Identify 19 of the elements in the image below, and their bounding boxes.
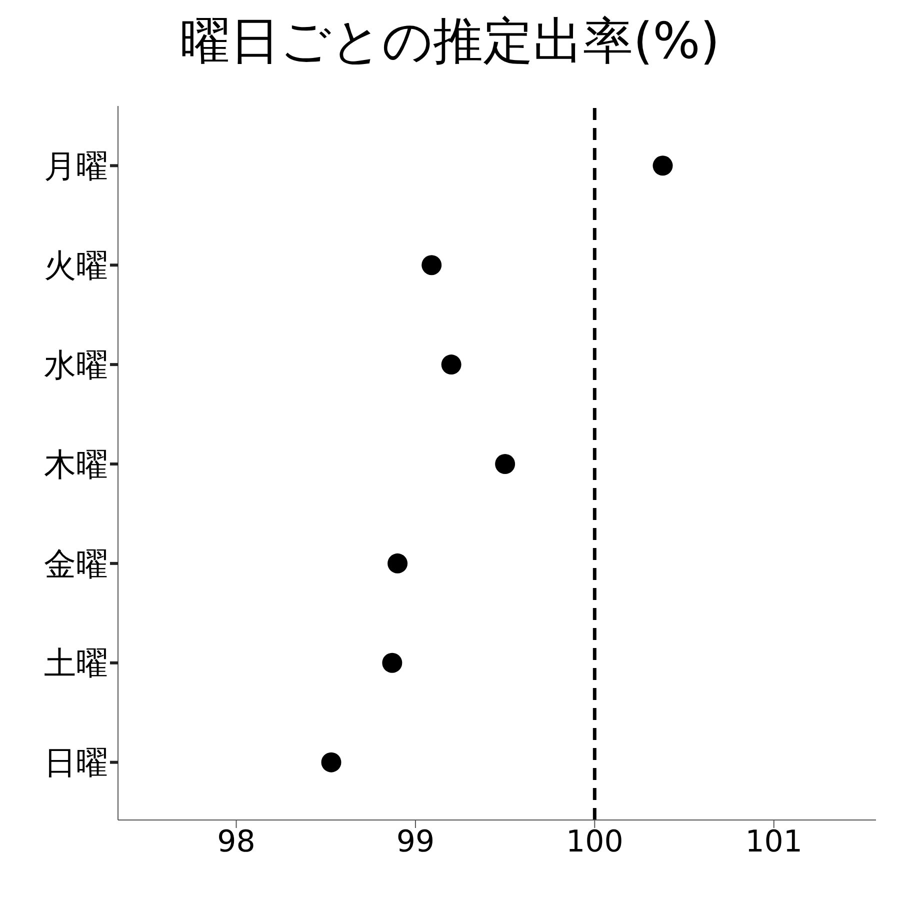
y-tick-label: 金曜	[44, 544, 108, 583]
y-tick-label: 月曜	[44, 147, 108, 186]
chart-title: 曜日ごとの推定出率(%)	[179, 11, 721, 72]
point	[441, 354, 462, 375]
x-tick-label: 100	[566, 824, 624, 860]
x-tick-label: 99	[396, 824, 435, 860]
x-tick-label: 98	[217, 824, 256, 860]
point	[422, 255, 442, 276]
point	[495, 454, 516, 474]
point	[652, 156, 673, 176]
y-tick-label: 水曜	[44, 346, 108, 384]
y-tick-label: 木曜	[44, 445, 108, 484]
x-tick-label: 101	[745, 824, 802, 860]
y-tick-label: 土曜	[44, 644, 108, 682]
point	[382, 652, 402, 673]
y-tick-label: 火曜	[44, 246, 108, 284]
y-tick-label: 日曜	[44, 744, 108, 782]
point	[388, 553, 408, 574]
point	[321, 752, 342, 772]
